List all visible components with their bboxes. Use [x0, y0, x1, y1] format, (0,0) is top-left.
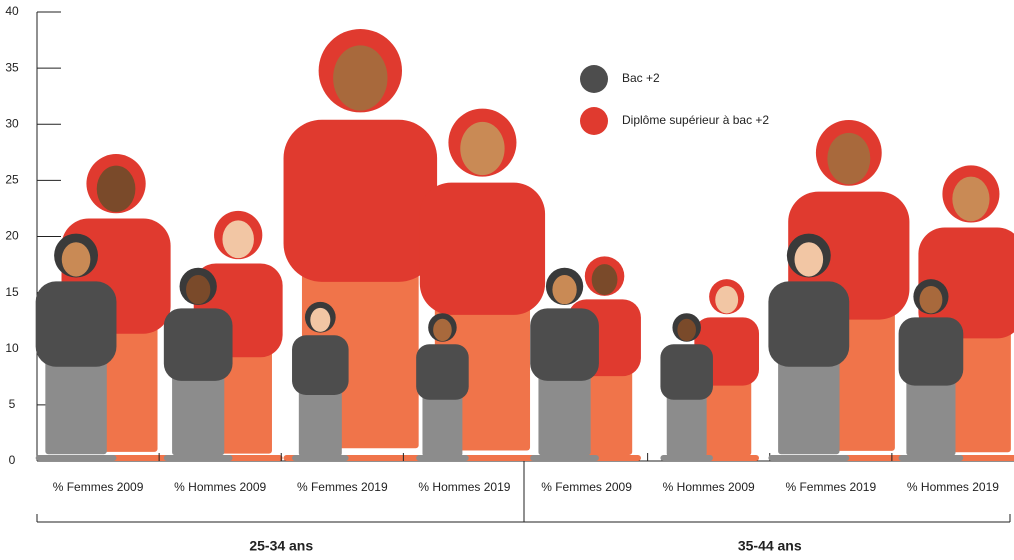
- x-tick-label: % Femmes 2019: [785, 480, 876, 494]
- feet: [768, 455, 849, 461]
- face: [552, 275, 576, 304]
- x-tick-label: % Hommes 2009: [174, 480, 266, 494]
- face: [333, 45, 387, 110]
- y-tick-label: 20: [5, 229, 19, 243]
- shirt: [768, 281, 849, 366]
- x-tick-label: % Femmes 2009: [53, 480, 144, 494]
- face: [952, 177, 989, 222]
- y-tick-label: 40: [5, 4, 19, 18]
- x-tick-label: % Hommes 2009: [663, 480, 755, 494]
- feet: [164, 455, 233, 461]
- shirt: [36, 281, 117, 366]
- shirt: [164, 308, 233, 381]
- x-tick-label: % Hommes 2019: [907, 480, 999, 494]
- shirt: [899, 317, 964, 385]
- feet: [899, 455, 964, 461]
- y-tick-label: 30: [5, 116, 19, 130]
- feet: [36, 455, 117, 461]
- feet: [416, 455, 469, 461]
- y-tick-label: 10: [5, 341, 19, 355]
- face: [715, 286, 738, 313]
- face: [433, 319, 452, 341]
- face: [310, 308, 330, 332]
- face: [62, 242, 91, 276]
- x-tick-label: % Femmes 2019: [297, 480, 388, 494]
- feet: [292, 455, 349, 461]
- legend-label: Diplôme supérieur à bac +2: [622, 113, 769, 127]
- legend-swatch: [580, 107, 608, 135]
- y-tick-label: 5: [9, 397, 16, 411]
- shirt: [284, 120, 438, 282]
- face: [222, 220, 253, 258]
- shirt: [416, 344, 469, 399]
- x-tick-label: % Hommes 2019: [418, 480, 510, 494]
- x-tick-label: % Femmes 2009: [541, 480, 632, 494]
- shirt: [420, 183, 545, 315]
- face: [460, 122, 504, 175]
- feet: [530, 455, 599, 461]
- legend-label: Bac +2: [622, 71, 660, 85]
- group-label grp: 25-34 ans: [249, 538, 313, 554]
- chart: 0 5 10 15 20 25 30 35 40 % Femmes 2009 % Hommes 20…: [0, 0, 1014, 555]
- face: [827, 133, 870, 185]
- legend-swatch: [580, 65, 608, 93]
- y-tick-label: 15: [5, 285, 19, 299]
- shirt: [530, 308, 599, 381]
- y-tick-label: 25: [5, 173, 19, 187]
- shirt: [660, 344, 713, 399]
- face: [186, 275, 210, 304]
- y-tick-label: 35: [5, 60, 19, 74]
- face: [795, 242, 824, 276]
- group-label grp: 35-44 ans: [738, 538, 802, 554]
- feet: [660, 455, 713, 461]
- face: [919, 286, 942, 313]
- face: [677, 319, 696, 341]
- y-tick-label: 0: [9, 453, 16, 467]
- shirt: [292, 335, 349, 395]
- face: [97, 166, 136, 212]
- face: [592, 264, 618, 295]
